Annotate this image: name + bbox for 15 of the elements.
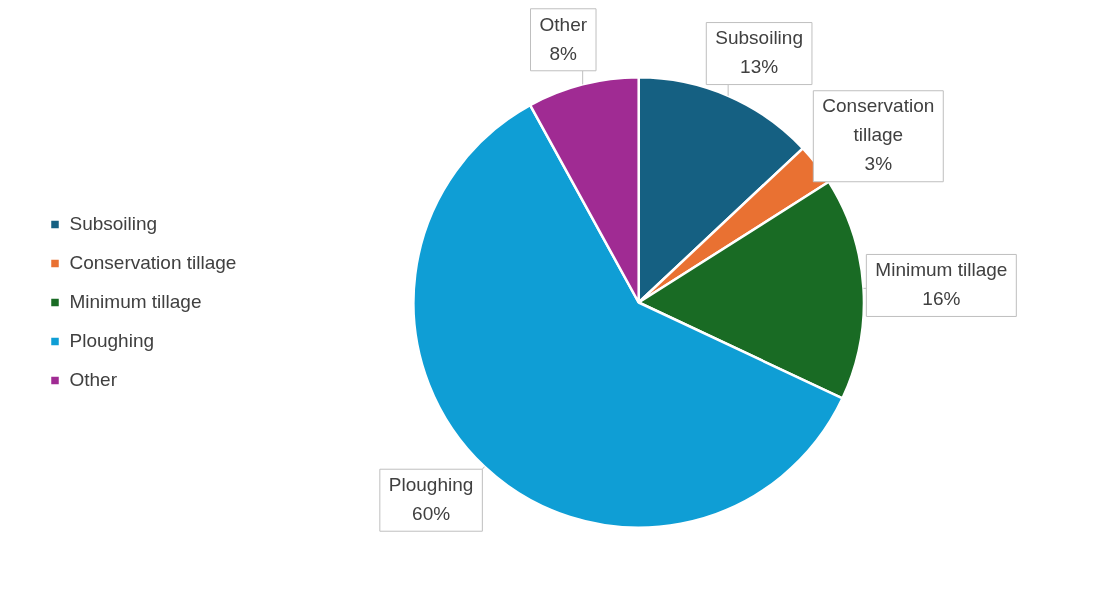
data-label: 60% bbox=[412, 502, 451, 524]
slice-label: Conservation tillage bbox=[822, 95, 935, 146]
legend-label: Subsoiling bbox=[69, 212, 158, 234]
legend-label: Ploughing bbox=[69, 329, 155, 351]
data-label: 8% bbox=[549, 42, 578, 64]
data-label: 16% bbox=[922, 288, 961, 310]
legend-label: Conservation tillage bbox=[69, 251, 237, 273]
data-label: 3% bbox=[864, 153, 893, 175]
slice-label: Subsoiling bbox=[715, 27, 803, 49]
slice-label: Other bbox=[539, 13, 588, 35]
slice-label: Minimum tillage bbox=[875, 259, 1008, 281]
legend-label: Other bbox=[69, 368, 118, 390]
slice-label: Ploughing bbox=[388, 473, 474, 495]
legend-label: Minimum tillage bbox=[69, 290, 202, 312]
data-label: 13% bbox=[740, 56, 779, 78]
